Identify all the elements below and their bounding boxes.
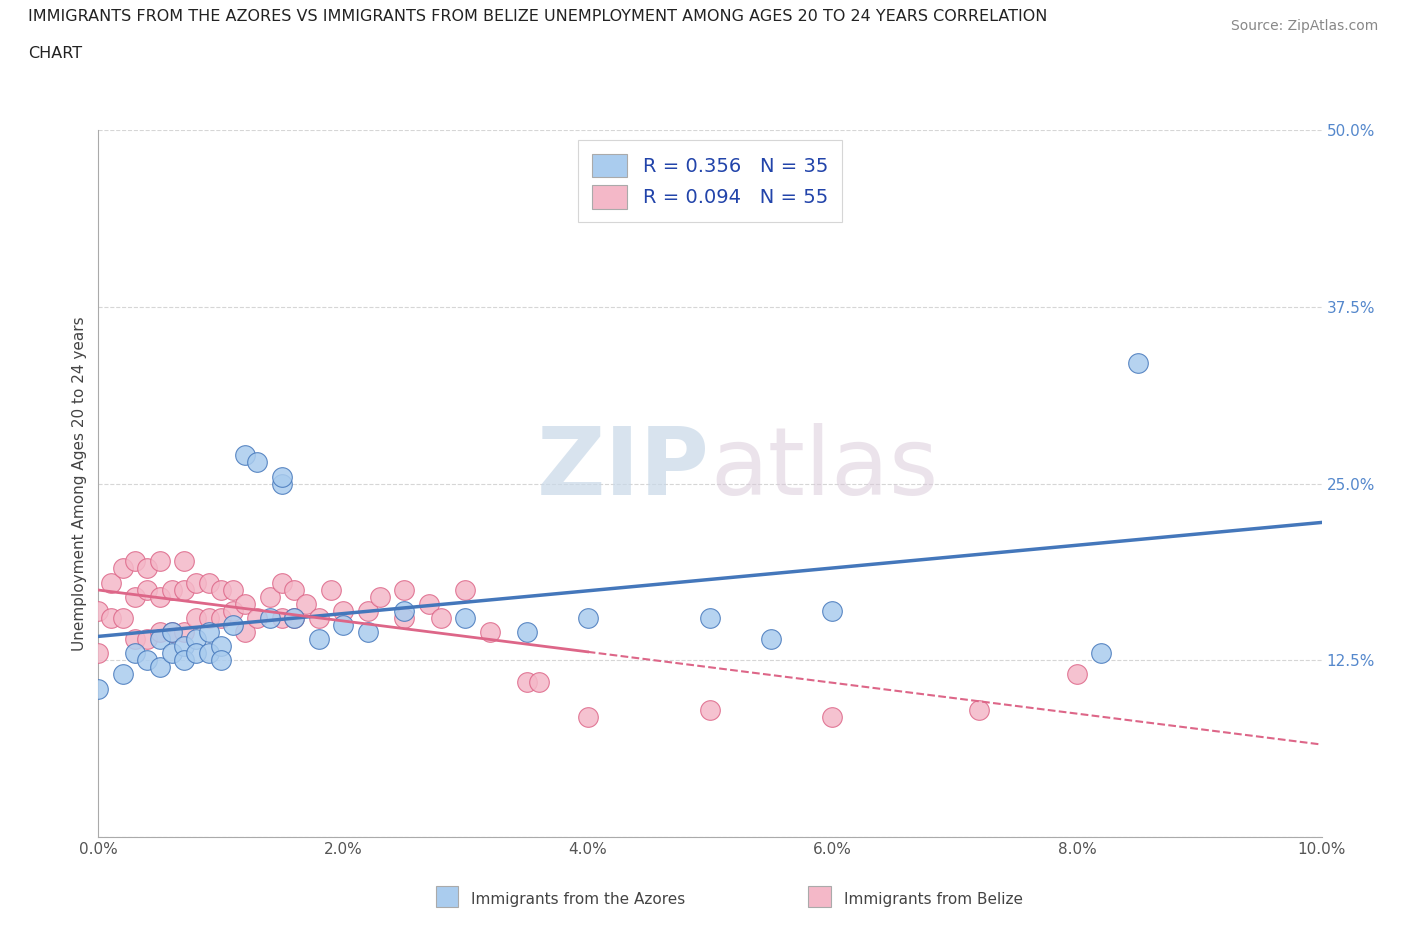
Text: ZIP: ZIP — [537, 423, 710, 515]
Point — [259, 610, 281, 625]
Point — [160, 582, 183, 597]
Point — [356, 604, 378, 618]
Point — [100, 610, 122, 625]
Point — [149, 631, 172, 646]
Legend: R = 0.356   N = 35, R = 0.094   N = 55: R = 0.356 N = 35, R = 0.094 N = 55 — [578, 140, 842, 222]
Point — [246, 610, 269, 625]
Point — [233, 625, 256, 640]
Text: atlas: atlas — [710, 423, 938, 515]
Point — [209, 610, 232, 625]
Point — [392, 604, 416, 618]
Point — [233, 596, 256, 611]
Point — [356, 625, 378, 640]
Y-axis label: Unemployment Among Ages 20 to 24 years: Unemployment Among Ages 20 to 24 years — [72, 316, 87, 651]
Point — [527, 674, 550, 689]
Point — [160, 625, 183, 640]
Text: Immigrants from Belize: Immigrants from Belize — [844, 892, 1022, 907]
Point — [136, 631, 159, 646]
Point — [186, 645, 208, 660]
Point — [87, 645, 110, 660]
Point — [283, 610, 305, 625]
Point — [222, 604, 245, 618]
Point — [759, 631, 782, 646]
Point — [270, 575, 292, 590]
Point — [259, 590, 281, 604]
Point — [111, 667, 134, 682]
Point — [576, 610, 599, 625]
Point — [295, 596, 318, 611]
Point — [576, 710, 599, 724]
Point — [160, 625, 183, 640]
Point — [149, 625, 172, 640]
Text: Immigrants from the Azores: Immigrants from the Azores — [471, 892, 685, 907]
Point — [87, 681, 110, 696]
Point — [186, 610, 208, 625]
Point — [454, 582, 477, 597]
Point — [368, 590, 391, 604]
Point — [149, 554, 172, 569]
Point — [197, 610, 219, 625]
Point — [308, 631, 330, 646]
Point — [149, 590, 172, 604]
Point — [197, 625, 219, 640]
Point — [173, 639, 195, 654]
Point — [209, 653, 232, 668]
Point — [454, 610, 477, 625]
Point — [136, 582, 159, 597]
Point — [418, 596, 440, 611]
Point — [821, 604, 844, 618]
Point — [197, 575, 219, 590]
Point — [173, 582, 195, 597]
Point — [699, 702, 721, 717]
Point — [1066, 667, 1088, 682]
Point — [136, 561, 159, 576]
Point — [173, 554, 195, 569]
Text: Source: ZipAtlas.com: Source: ZipAtlas.com — [1230, 19, 1378, 33]
Point — [111, 561, 134, 576]
Point — [173, 653, 195, 668]
Point — [136, 653, 159, 668]
Text: IMMIGRANTS FROM THE AZORES VS IMMIGRANTS FROM BELIZE UNEMPLOYMENT AMONG AGES 20 : IMMIGRANTS FROM THE AZORES VS IMMIGRANTS… — [28, 9, 1047, 24]
Point — [270, 469, 292, 484]
Point — [209, 639, 232, 654]
Point — [186, 631, 208, 646]
Point — [124, 631, 146, 646]
Point — [173, 625, 195, 640]
Point — [233, 448, 256, 463]
Point — [186, 575, 208, 590]
Point — [332, 604, 354, 618]
Point — [308, 610, 330, 625]
Point — [1090, 645, 1112, 660]
Point — [111, 610, 134, 625]
Point — [319, 582, 342, 597]
Point — [246, 455, 269, 470]
Point — [124, 554, 146, 569]
Point — [124, 590, 146, 604]
Point — [516, 625, 538, 640]
Point — [222, 618, 245, 632]
Point — [478, 625, 501, 640]
Point — [124, 645, 146, 660]
Point — [821, 710, 844, 724]
Point — [270, 476, 292, 491]
Point — [699, 610, 721, 625]
Point — [270, 610, 292, 625]
Point — [516, 674, 538, 689]
Point — [149, 660, 172, 675]
Point — [283, 582, 305, 597]
Text: CHART: CHART — [28, 46, 82, 61]
Point — [1128, 356, 1150, 371]
Point — [430, 610, 453, 625]
Point — [222, 582, 245, 597]
Point — [87, 604, 110, 618]
Point — [283, 610, 305, 625]
Point — [967, 702, 990, 717]
Point — [197, 645, 219, 660]
Point — [332, 618, 354, 632]
Point — [100, 575, 122, 590]
Point — [209, 582, 232, 597]
Point — [160, 645, 183, 660]
Point — [392, 582, 416, 597]
Point — [392, 610, 416, 625]
